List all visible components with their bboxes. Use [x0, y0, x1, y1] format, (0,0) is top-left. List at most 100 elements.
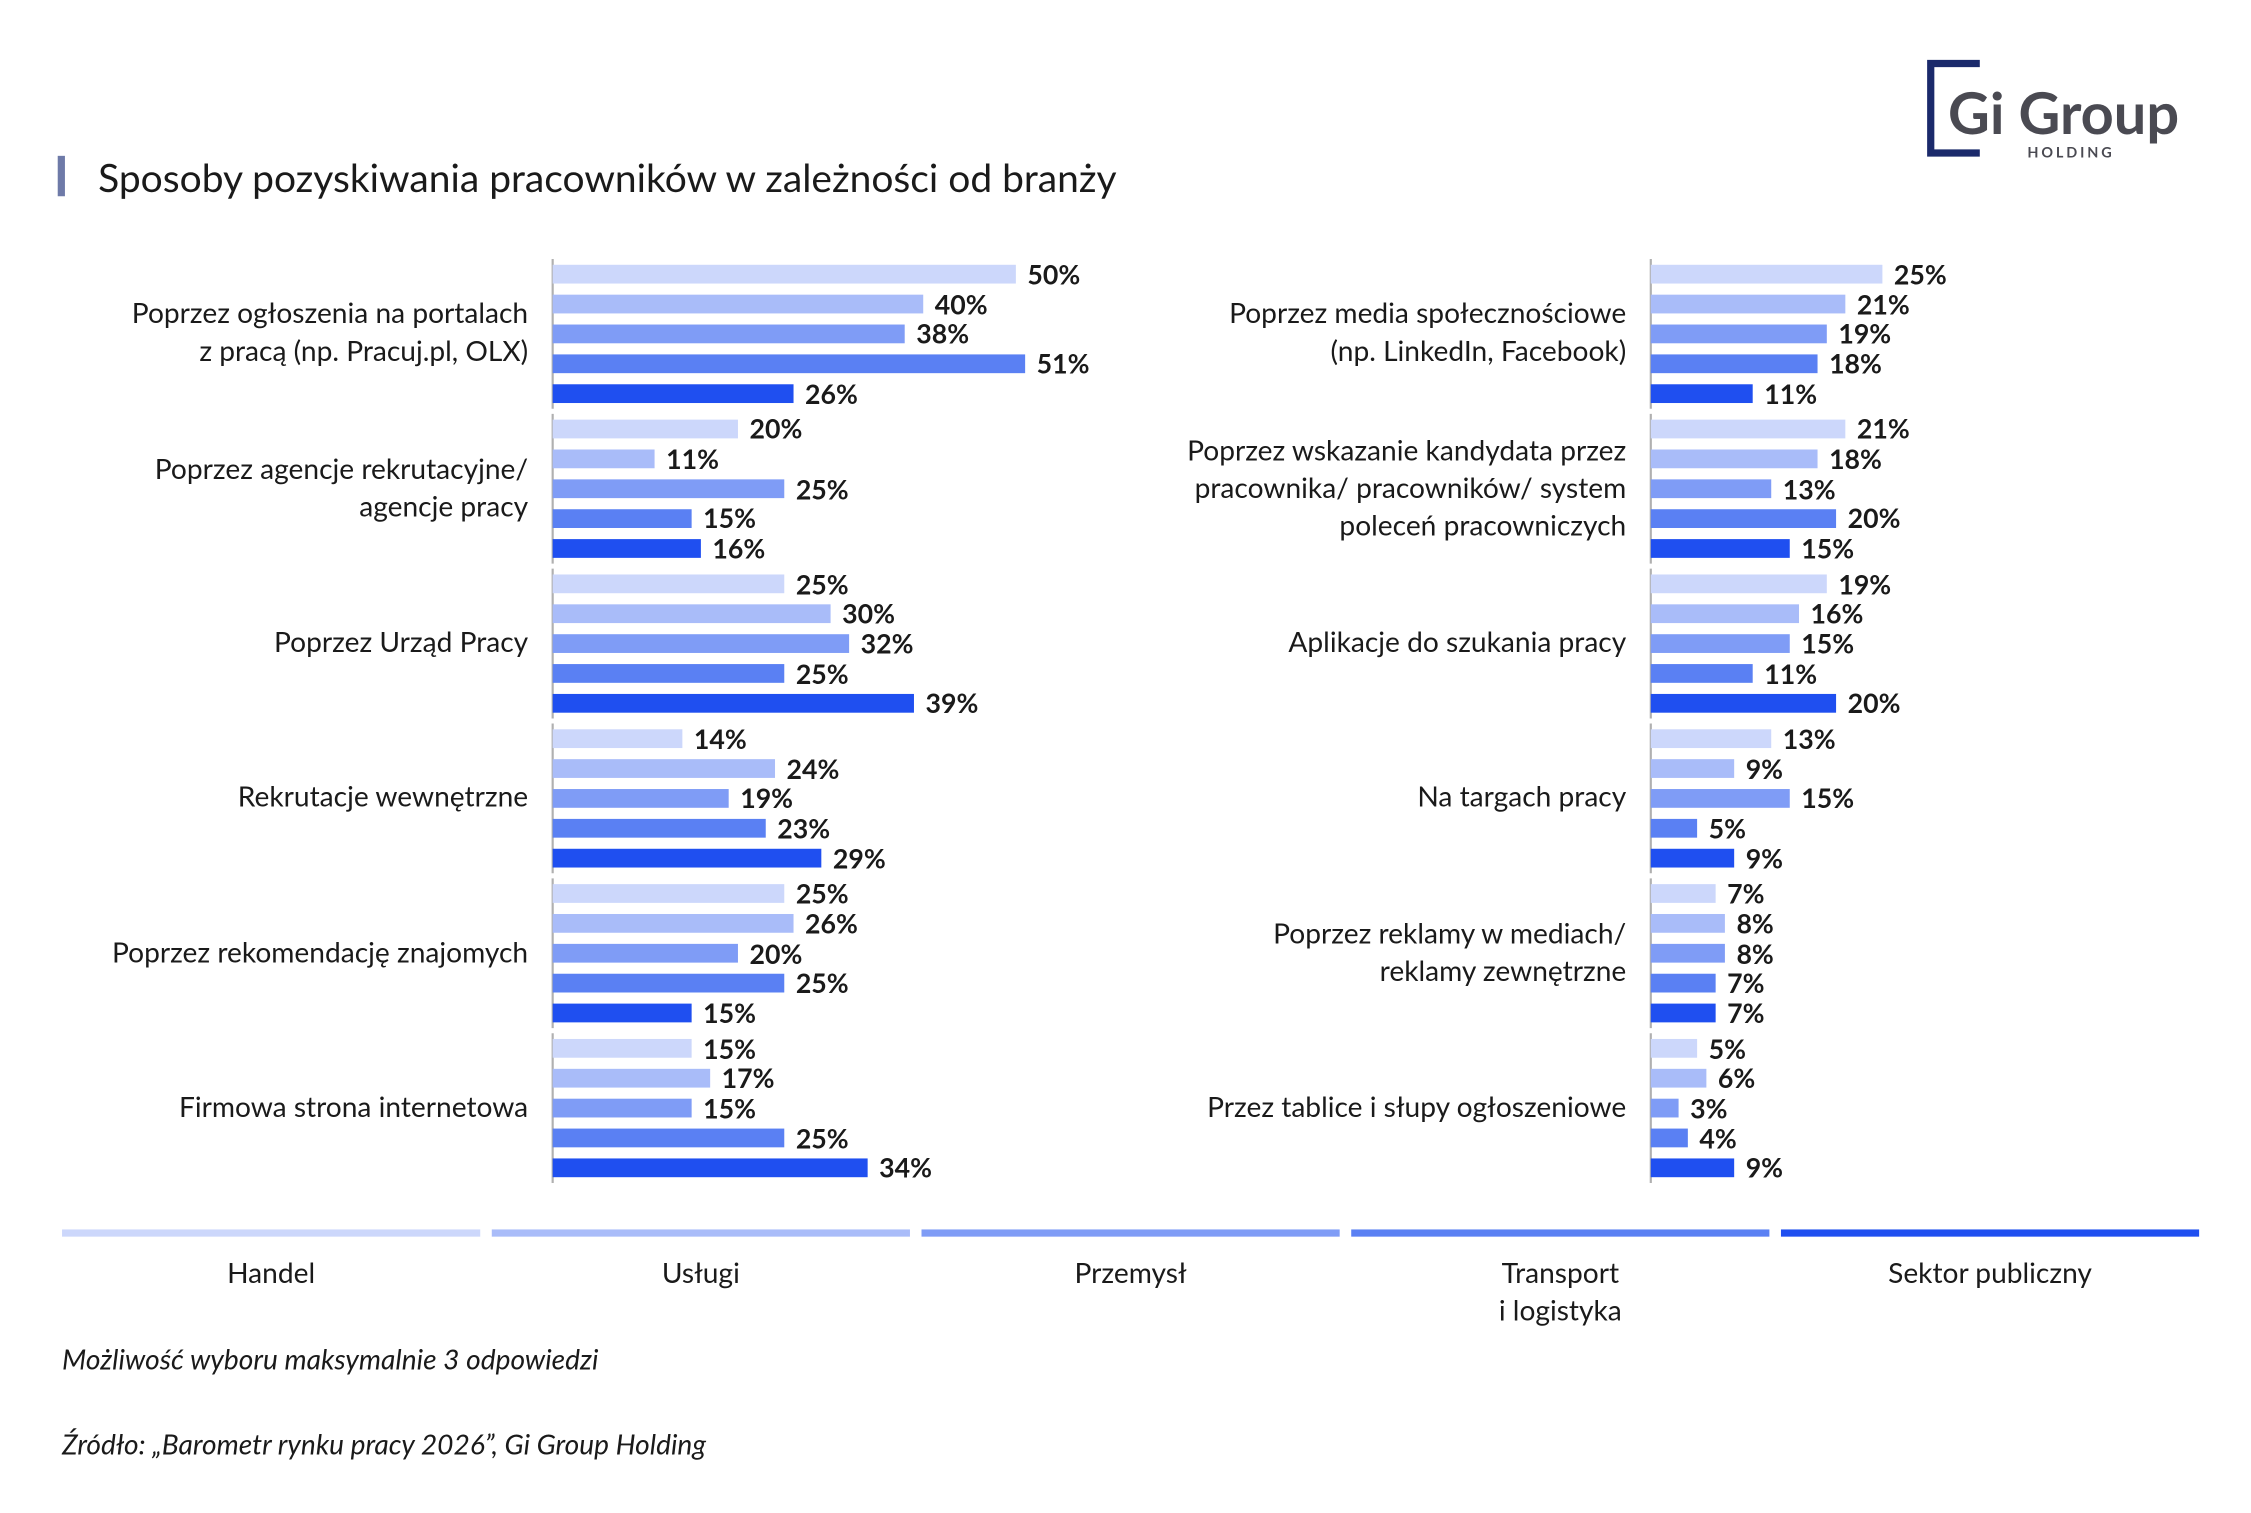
value-label: 9%: [1745, 1151, 1784, 1184]
bar: [552, 539, 701, 558]
chart-title: Sposoby pozyskiwania pracowników w zależ…: [98, 152, 1117, 201]
category-label: Poprzez media społecznościowe (np. Linke…: [1229, 297, 1627, 369]
value-label: 9%: [1745, 752, 1784, 785]
bar: [552, 264, 1016, 284]
bar: [1650, 294, 1846, 314]
category-label: Aplikacje do szukania pracy: [1288, 626, 1627, 660]
category-label: Firmowa strona internetowa: [178, 1090, 529, 1124]
bar: [1650, 419, 1846, 439]
bar: [1650, 848, 1735, 868]
value-label: 19%: [740, 782, 794, 815]
value-label: 26%: [805, 907, 858, 940]
bar: [1650, 973, 1716, 993]
bar: [1650, 354, 1818, 374]
category-label: Poprzez ogłoszenia na portalach z pracą …: [131, 297, 529, 369]
bar: [552, 384, 794, 404]
bar: [552, 1038, 692, 1058]
logo-sub: HOLDING: [2027, 144, 2114, 161]
value-label: 19%: [1838, 567, 1892, 600]
value-label: 21%: [1856, 288, 1910, 320]
legend-swatch: [62, 1229, 481, 1237]
bar: [552, 574, 785, 594]
bar: [552, 449, 655, 469]
bar: [1650, 729, 1772, 749]
value-label: 25%: [795, 877, 849, 910]
bar: [1650, 604, 1800, 624]
bar: [1650, 789, 1790, 808]
value-label: 25%: [795, 567, 849, 600]
logo-frame: [1927, 59, 1980, 157]
value-label: 16%: [712, 532, 766, 565]
bar: [552, 913, 794, 933]
value-label: 25%: [795, 657, 849, 690]
bar: [552, 1128, 785, 1148]
bar: [1650, 1068, 1707, 1088]
bar: [1650, 634, 1790, 653]
legend-label: Sektor publiczny: [1888, 1256, 2092, 1291]
bar: [1650, 913, 1725, 933]
category-label: Poprzez rekomendację znajomych: [111, 935, 529, 970]
note: Możliwość wyboru maksymalnie 3 odpowiedz…: [62, 1343, 599, 1377]
value-label: 17%: [721, 1062, 775, 1095]
title-marker: [57, 155, 65, 197]
bar: [1650, 1003, 1716, 1023]
value-label: 20%: [749, 937, 803, 970]
bar: [552, 1098, 692, 1118]
value-label: 13%: [1782, 472, 1836, 505]
category-label: Poprzez wskazanie kandydata przez pracow…: [1187, 433, 1627, 543]
bar: [552, 693, 914, 713]
value-label: 11%: [1764, 377, 1818, 410]
bar: [1650, 1128, 1688, 1148]
value-label: 6%: [1717, 1062, 1756, 1095]
legend-label: Transport i logistyka: [1498, 1256, 1622, 1328]
value-label: 51%: [1036, 347, 1090, 380]
bar: [1650, 943, 1725, 963]
value-label: 15%: [703, 997, 757, 1029]
bar: [1650, 818, 1698, 838]
legend-swatch: [921, 1229, 1340, 1237]
bar: [1650, 664, 1753, 683]
value-label: 11%: [666, 443, 719, 475]
bar: [552, 1068, 711, 1088]
value-label: 39%: [925, 687, 979, 720]
bar: [1650, 509, 1837, 528]
value-label: 38%: [916, 318, 970, 350]
bar: [552, 1003, 692, 1023]
value-label: 40%: [934, 288, 988, 320]
value-label: 25%: [795, 472, 849, 505]
value-label: 15%: [703, 502, 757, 535]
bar: [552, 324, 905, 344]
category-label: Poprzez agencje rekrutacyjne/ agencje pr…: [154, 452, 529, 524]
value-label: 11%: [1764, 657, 1818, 690]
bar: [1650, 1038, 1698, 1058]
bar: [1650, 264, 1883, 284]
value-label: 26%: [805, 377, 858, 410]
value-label: 30%: [842, 597, 895, 630]
bar: [1650, 1158, 1735, 1178]
value-label: 25%: [795, 967, 849, 999]
bar: [552, 634, 850, 653]
bar: [552, 419, 738, 439]
value-label: 25%: [795, 1122, 849, 1154]
bar: [1650, 449, 1818, 469]
value-label: 15%: [1801, 627, 1855, 660]
value-label: 13%: [1782, 722, 1836, 755]
value-label: 3%: [1690, 1092, 1728, 1124]
bar: [552, 479, 785, 499]
bar: [1650, 884, 1716, 903]
bar: [552, 729, 683, 749]
value-label: 14%: [693, 722, 747, 755]
value-label: 20%: [749, 413, 803, 445]
value-label: 18%: [1829, 443, 1882, 475]
legend-swatch: [491, 1229, 910, 1237]
bar: [552, 604, 831, 624]
value-label: 9%: [1745, 842, 1784, 875]
bar: [552, 973, 785, 993]
category-label: Rekrutacje wewnętrzne: [237, 781, 529, 815]
value-label: 24%: [786, 752, 840, 785]
bar: [552, 509, 692, 528]
value-label: 15%: [703, 1092, 757, 1124]
bar: [1650, 539, 1790, 558]
